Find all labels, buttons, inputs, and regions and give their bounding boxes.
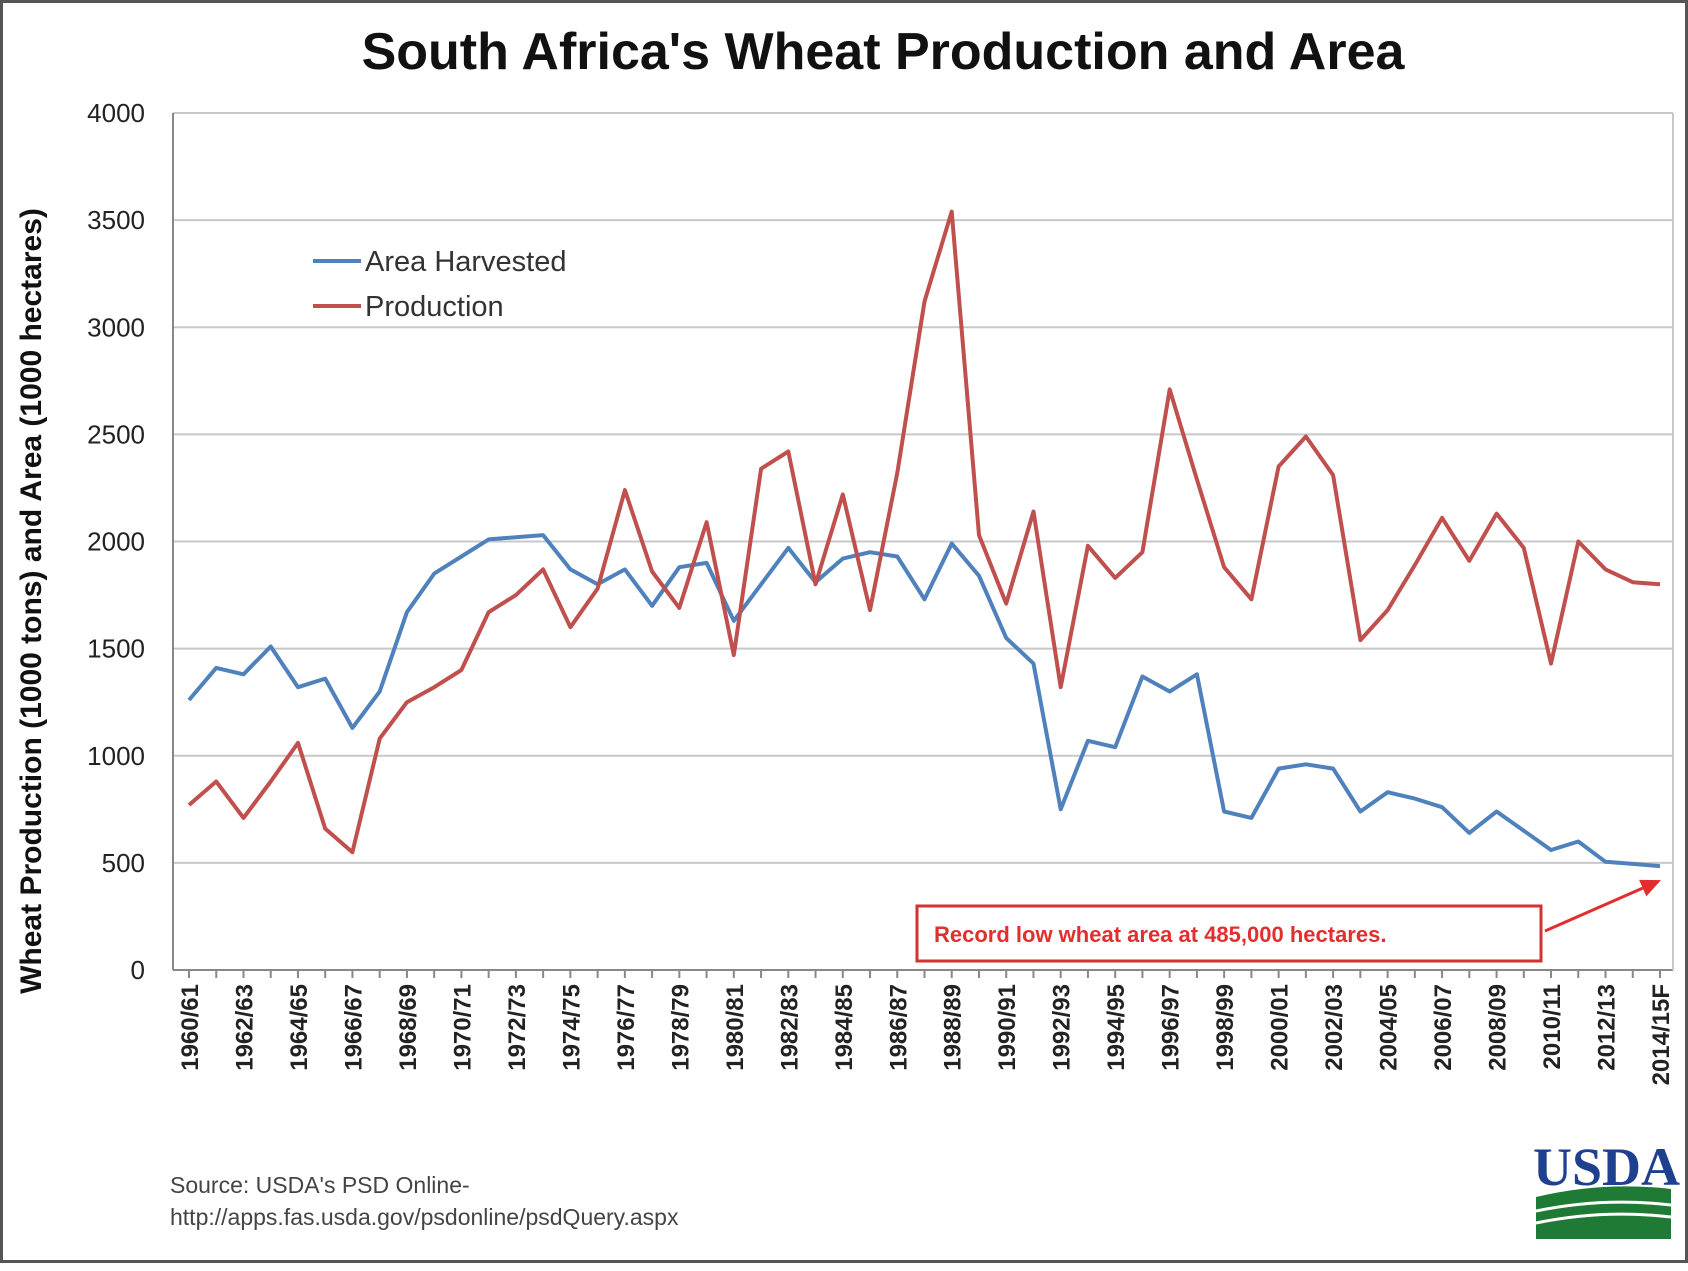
- x-tick-label: 1998/99: [1212, 984, 1239, 1071]
- x-tick-label: 1988/89: [940, 984, 967, 1071]
- x-tick-label: 1966/67: [340, 984, 367, 1071]
- y-tick-label: 3500: [87, 205, 145, 235]
- y-tick-label: 1500: [87, 634, 145, 664]
- x-tick-label: 1980/81: [722, 984, 749, 1071]
- gridlines: [172, 112, 1674, 971]
- x-tick-label: 1996/97: [1158, 984, 1185, 1071]
- y-tick-label: 4000: [87, 98, 145, 128]
- x-tick-label: 1994/95: [1103, 984, 1130, 1071]
- x-tick-label: 1976/77: [613, 984, 640, 1071]
- x-tick-label: 2004/05: [1376, 984, 1403, 1071]
- y-tick-labels: 0 500 1000 1500 2000 2500 3000 3500 4000: [87, 98, 145, 985]
- x-tick-label: 1970/71: [449, 984, 476, 1071]
- source-line-1: Source: USDA's PSD Online-: [170, 1172, 470, 1198]
- source-line-2: http://apps.fas.usda.gov/psdonline/psdQu…: [170, 1204, 679, 1230]
- x-tick-label: 1982/83: [776, 984, 803, 1071]
- wheat-chart: South Africa's Wheat Production and Area…: [15, 23, 1680, 1239]
- legend: Area Harvested Production: [313, 246, 567, 323]
- x-tick-label: 1984/85: [831, 984, 858, 1071]
- usda-logo-stripe: [1535, 1200, 1672, 1213]
- x-tick-labels: 1960/61 1962/63 1964/65 1966/67 1968/69 1970/…: [177, 984, 1675, 1085]
- x-tick-label: 1990/91: [994, 984, 1021, 1071]
- x-tick-label: 2010/11: [1539, 984, 1566, 1069]
- x-tick-label: 1972/73: [504, 984, 531, 1071]
- x-tick-label: 1986/87: [885, 984, 912, 1071]
- annotation-text: Record low wheat area at 485,000 hectare…: [934, 922, 1386, 947]
- x-tick-label: 1992/93: [1049, 984, 1076, 1071]
- x-tick-label: 1960/61: [177, 984, 204, 1071]
- usda-logo-field: [1536, 1186, 1671, 1239]
- y-tick-label: 500: [102, 848, 145, 878]
- y-tick-label: 0: [131, 955, 145, 985]
- y-axis-label: Wheat Production (1000 tons) and Area (1…: [15, 208, 48, 994]
- x-tick-label: 2006/07: [1430, 984, 1457, 1071]
- series-lines: [187, 209, 1661, 869]
- y-tick-label: 3000: [87, 312, 145, 342]
- annotation-box: [915, 904, 1543, 963]
- x-tick-label: 1978/79: [667, 984, 694, 1071]
- x-axis: [188, 970, 1661, 978]
- x-tick-label: 1962/63: [231, 984, 258, 1071]
- annotation-arrowhead: [1639, 879, 1661, 897]
- y-tick-label: 1000: [87, 741, 145, 771]
- series-line-area-harvested: [187, 533, 1661, 869]
- x-tick-label: 2008/09: [1485, 984, 1512, 1071]
- annotation: Record low wheat area at 485,000 hectare…: [915, 879, 1661, 963]
- annotation-arrow: [1544, 886, 1644, 933]
- y-tick-label: 2000: [87, 527, 145, 557]
- x-tick-label: 2014/15F: [1648, 984, 1675, 1085]
- chart-title: South Africa's Wheat Production and Area: [362, 23, 1406, 81]
- usda-logo: USDA: [1533, 1137, 1680, 1239]
- legend-label-area-harvested: Area Harvested: [365, 246, 567, 278]
- series-line-production: [187, 209, 1661, 855]
- x-tick-label: 2012/13: [1594, 984, 1621, 1071]
- x-tick-label: 2000/01: [1267, 984, 1294, 1071]
- x-tick-label: 1968/69: [395, 984, 422, 1071]
- usda-logo-stripe: [1535, 1212, 1672, 1225]
- x-tick-label: 1964/65: [286, 984, 313, 1071]
- x-tick-label: 2002/03: [1321, 984, 1348, 1071]
- legend-label-production: Production: [365, 291, 504, 323]
- y-tick-label: 2500: [87, 419, 145, 449]
- x-tick-label: 1974/75: [558, 984, 585, 1071]
